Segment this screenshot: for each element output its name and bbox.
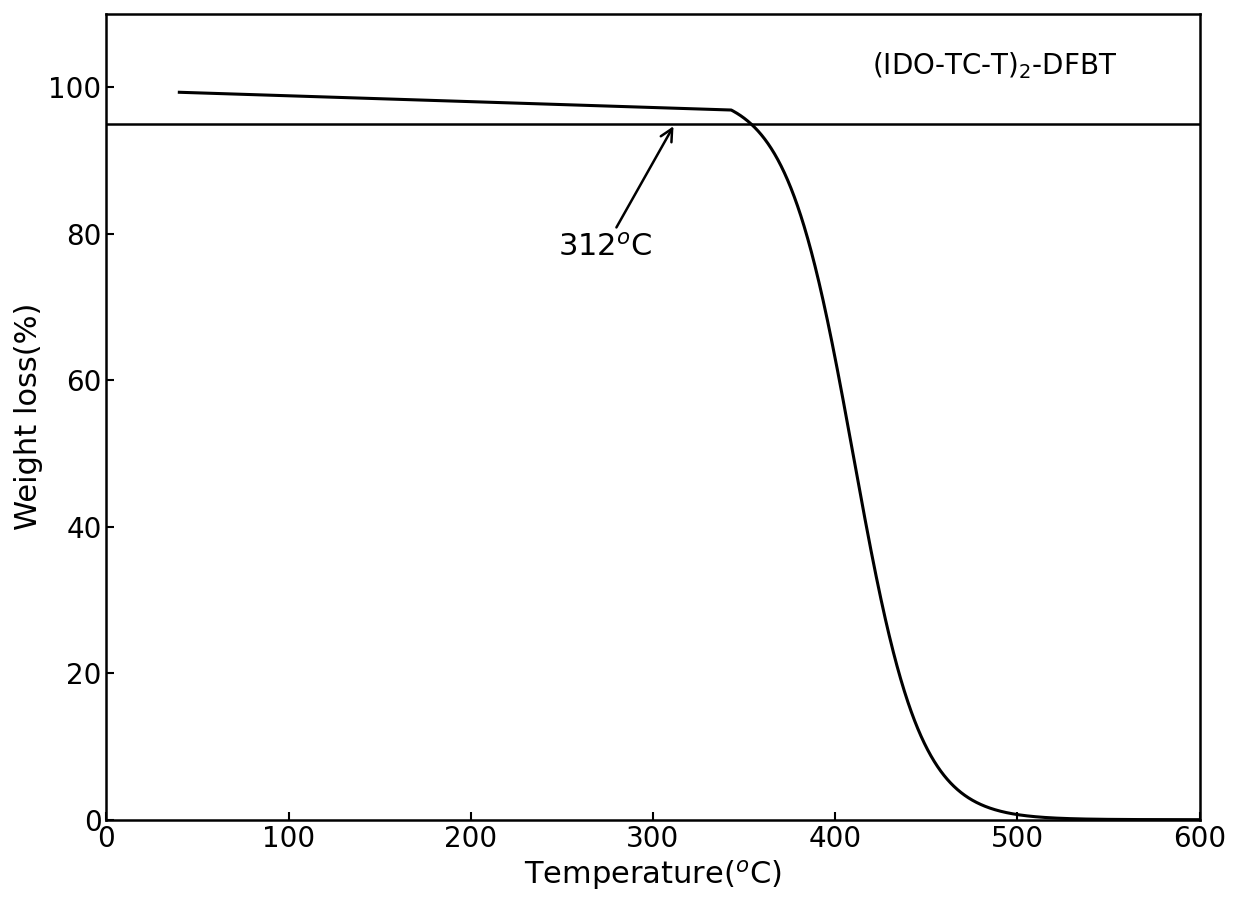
Text: (IDO-TC-T)$_2$-DFBT: (IDO-TC-T)$_2$-DFBT — [872, 50, 1117, 81]
X-axis label: Temperature($^o$C): Temperature($^o$C) — [525, 858, 782, 892]
Y-axis label: Weight loss(%): Weight loss(%) — [14, 304, 43, 531]
Text: 312$^o$C: 312$^o$C — [558, 129, 672, 262]
